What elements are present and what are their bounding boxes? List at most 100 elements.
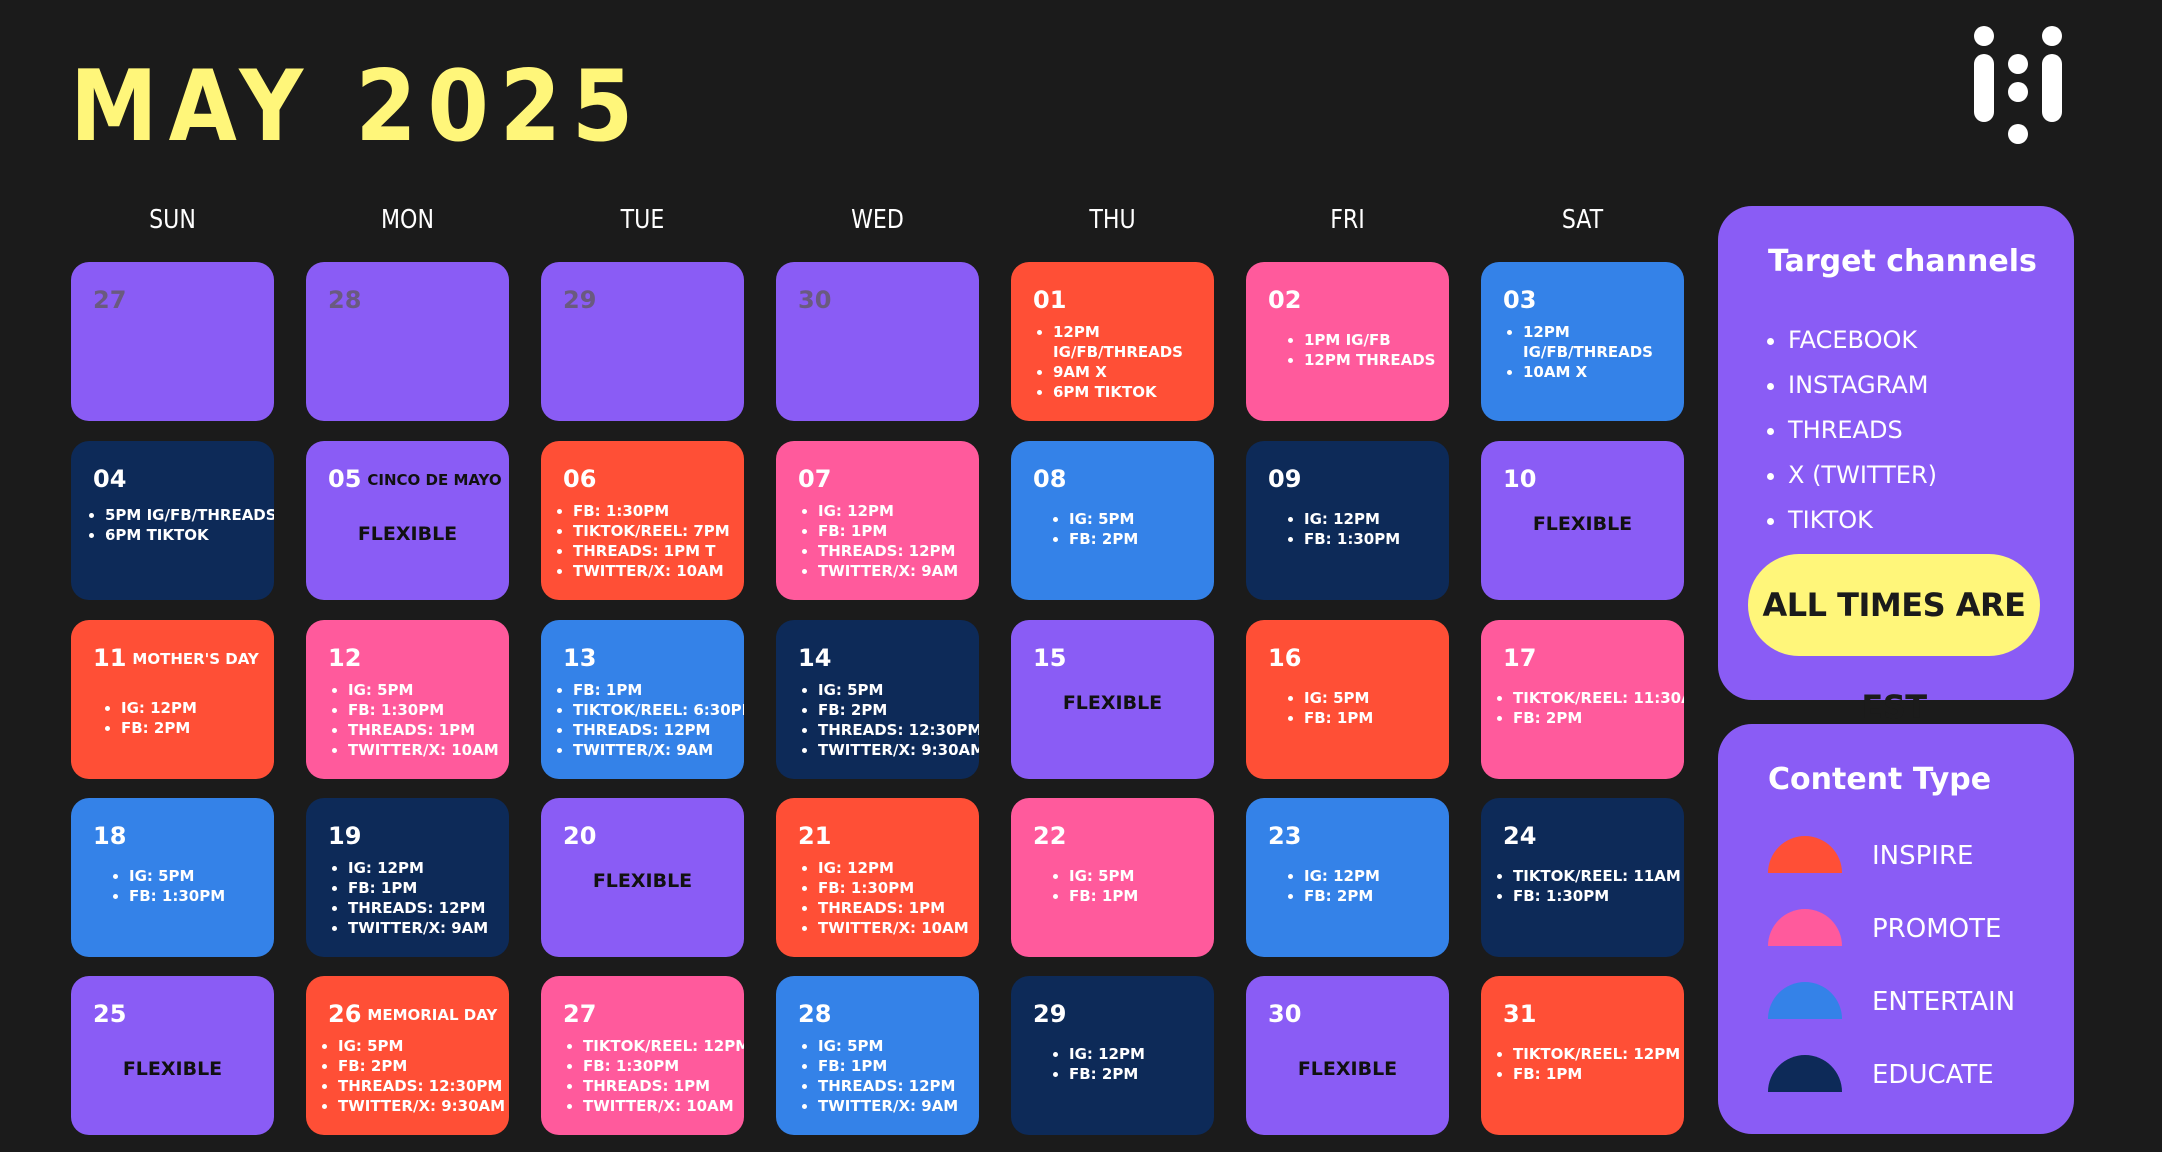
schedule-item: TWITTER/X: 10AM <box>583 1096 744 1116</box>
post-schedule-list: IG: 5PMFB: 1PM <box>1033 866 1214 906</box>
target-channels-list: FACEBOOKINSTAGRAMTHREADSX (TWITTER)TIKTO… <box>1718 318 1937 543</box>
schedule-item: FB: 1PM <box>573 680 744 700</box>
holiday-label: CINCO DE MAYO <box>367 471 502 489</box>
calendar-day-cell[interactable]: 25 FLEXIBLE <box>71 976 274 1135</box>
post-schedule-list: TIKTOK/REEL: 12PMFB: 1PM <box>1495 1044 1684 1084</box>
schedule-item: FB: 2PM <box>1069 1064 1214 1084</box>
calendar-day-cell[interactable]: 22IG: 5PMFB: 1PM <box>1011 798 1214 957</box>
post-schedule-list: IG: 5PMFB: 1:30PMTHREADS: 1PMTWITTER/X: … <box>328 680 509 760</box>
schedule-item: TWITTER/X: 10AM <box>573 561 744 581</box>
schedule-item: TIKTOK/REEL: 11:30AM <box>1513 688 1684 708</box>
weekday-header-fri: FRI <box>1330 205 1365 235</box>
calendar-day-cell[interactable]: 23 IG: 12PMFB: 2PM <box>1246 798 1449 957</box>
schedule-item: FB: 1:30PM <box>583 1056 744 1076</box>
schedule-item: IG: 5PM <box>818 680 979 700</box>
calendar-day-cell[interactable]: 29IG: 12PMFB: 2PM <box>1011 976 1214 1135</box>
schedule-item: TIKTOK/REEL: 12PM <box>1513 1044 1684 1064</box>
schedule-item: TWITTER/X: 10AM <box>818 918 979 938</box>
calendar-day-cell[interactable]: 30 <box>776 262 979 421</box>
schedule-item: IG: 12PM <box>818 501 979 521</box>
channel-item: INSTAGRAM <box>1788 363 1937 408</box>
day-number: 15 <box>1033 644 1067 672</box>
day-number: 19 <box>328 822 362 850</box>
calendar-day-cell[interactable]: 12 IG: 5PMFB: 1:30PMTHREADS: 1PMTWITTER/X… <box>306 620 509 779</box>
calendar-day-cell[interactable]: 08IG: 5PMFB: 2PM <box>1011 441 1214 600</box>
schedule-item: IG: 5PM <box>1069 866 1214 886</box>
post-schedule-list: IG: 12PMFB: 2PM <box>1268 866 1449 906</box>
schedule-item: IG: 5PM <box>1069 509 1214 529</box>
color-swatch-icon <box>1768 909 1842 946</box>
post-schedule-list: FB: 1PMTIKTOK/REEL: 6:30PMTHREADS: 12PMT… <box>555 680 744 760</box>
schedule-item: FB: 1PM <box>818 521 979 541</box>
day-number: 30 <box>798 286 832 314</box>
schedule-item: TWITTER/X: 9AM <box>818 1096 979 1116</box>
schedule-item: TWITTER/X: 9AM <box>818 561 979 581</box>
calendar-day-cell[interactable]: 28 IG: 5PMFB: 1PMTHREADS: 12PMTWITTER/X: … <box>776 976 979 1135</box>
schedule-item: FB: 1PM <box>1513 1064 1684 1084</box>
calendar-day-cell[interactable]: 31 TIKTOK/REEL: 12PMFB: 1PM <box>1481 976 1684 1135</box>
post-schedule-list: FB: 1:30PMTIKTOK/REEL: 7PMTHREADS: 1PM T… <box>555 501 744 581</box>
calendar-day-cell[interactable]: 19 IG: 12PMFB: 1PMTHREADS: 12PMTWITTER/X:… <box>306 798 509 957</box>
schedule-item: TWITTER/X: 9:30AM <box>338 1096 509 1116</box>
calendar-day-cell[interactable]: 021PM IG/FB12PM THREADS <box>1246 262 1449 421</box>
calendar-day-cell[interactable]: 27 <box>71 262 274 421</box>
schedule-item: FB: 1:30PM <box>348 700 509 720</box>
calendar-day-cell[interactable]: 11 MOTHER'S DAY IG: 12PMFB: 2PM <box>71 620 274 779</box>
calendar-day-cell[interactable]: 29 <box>541 262 744 421</box>
calendar-day-cell[interactable]: 04 5PM IG/FB/THREADS6PM TIKTOK <box>71 441 274 600</box>
schedule-item: FB: 1PM <box>1069 886 1214 906</box>
calendar-day-cell[interactable]: 24 TIKTOK/REEL: 11AMFB: 1:30PM <box>1481 798 1684 957</box>
calendar-day-cell[interactable]: 06 FB: 1:30PMTIKTOK/REEL: 7PMTHREADS: 1PM… <box>541 441 744 600</box>
schedule-item: IG: 12PM <box>1304 509 1449 529</box>
day-number: 24 <box>1503 822 1537 850</box>
day-number: 23 <box>1268 822 1302 850</box>
post-schedule-list: 5PM IG/FB/THREADS6PM TIKTOK <box>93 505 274 545</box>
channel-item: FACEBOOK <box>1788 318 1937 363</box>
calendar-day-cell[interactable]: 21 IG: 12PMFB: 1:30PMTHREADS: 1PMTWITTER/… <box>776 798 979 957</box>
schedule-item: FB: 2PM <box>121 718 274 738</box>
brand-logo <box>1974 26 2062 144</box>
target-channels-panel: Target channels FACEBOOKINSTAGRAMTHREADS… <box>1718 206 2074 726</box>
calendar-day-cell[interactable]: 28 <box>306 262 509 421</box>
schedule-item: IG: 12PM <box>121 698 274 718</box>
calendar-day-cell[interactable]: 17 TIKTOK/REEL: 11:30AMFB: 2PM <box>1481 620 1684 779</box>
schedule-item: THREADS: 12PM <box>573 720 744 740</box>
day-number: 06 <box>563 465 597 493</box>
calendar-day-cell[interactable]: 09IG: 12PMFB: 1:30PM <box>1246 441 1449 600</box>
schedule-item: IG: 12PM <box>818 858 979 878</box>
calendar-day-cell[interactable]: 27 TIKTOK/REEL: 12PMFB: 1:30PMTHREADS: 1P… <box>541 976 744 1135</box>
schedule-item: IG: 5PM <box>1304 688 1449 708</box>
schedule-item: FB: 1:30PM <box>573 501 744 521</box>
post-schedule-list: IG: 5PMFB: 1:30PM <box>93 866 274 906</box>
day-number: 01 <box>1033 286 1067 314</box>
calendar-day-cell[interactable]: 05 CINCO DE MAYO FLEXIBLE <box>306 441 509 600</box>
calendar-day-cell[interactable]: 20 FLEXIBLE <box>541 798 744 957</box>
calendar-day-cell[interactable]: 18IG: 5PMFB: 1:30PM <box>71 798 274 957</box>
day-number: 29 <box>1033 1000 1067 1028</box>
schedule-item: IG/FB/THREADS <box>1523 343 1653 361</box>
calendar-day-cell[interactable]: 13 FB: 1PMTIKTOK/REEL: 6:30PMTHREADS: 12P… <box>541 620 744 779</box>
calendar-day-cell[interactable]: 15 FLEXIBLE <box>1011 620 1214 779</box>
day-number: 11 <box>93 644 127 672</box>
schedule-item: TIKTOK/REEL: 12PM <box>583 1036 744 1056</box>
post-schedule-list: 1PM IG/FB12PM THREADS <box>1268 330 1449 370</box>
calendar-day-cell[interactable]: 16IG: 5PMFB: 1PM <box>1246 620 1449 779</box>
day-number: 12 <box>328 644 362 672</box>
calendar-day-cell[interactable]: 30 FLEXIBLE <box>1246 976 1449 1135</box>
calendar-day-cell[interactable]: 07 IG: 12PMFB: 1PMTHREADS: 12PMTWITTER/X:… <box>776 441 979 600</box>
day-number: 08 <box>1033 465 1067 493</box>
schedule-item: THREADS: 1PM <box>818 898 979 918</box>
post-schedule-list: TIKTOK/REEL: 11AMFB: 1:30PM <box>1495 866 1684 906</box>
calendar-day-cell[interactable]: 10 FLEXIBLE <box>1481 441 1684 600</box>
day-number: 28 <box>328 286 362 314</box>
schedule-item: FB: 1PM <box>818 1056 979 1076</box>
day-number: 17 <box>1503 644 1537 672</box>
day-number: 09 <box>1268 465 1302 493</box>
schedule-item: TWITTER/X: 9AM <box>573 740 744 760</box>
flexible-label: FLEXIBLE <box>122 1058 223 1080</box>
